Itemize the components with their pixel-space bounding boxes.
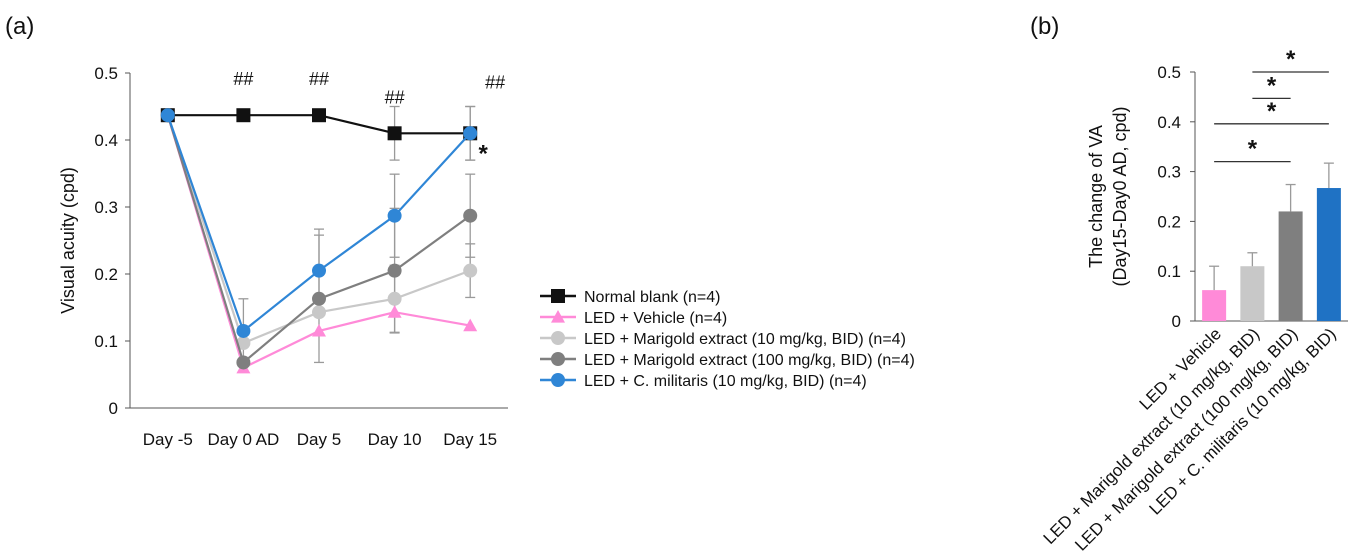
y-tick-label: 0.2: [94, 265, 118, 284]
series-point: [236, 108, 251, 123]
series-point: [312, 291, 326, 306]
series-point: [236, 323, 251, 338]
series-point: [463, 208, 478, 223]
series-point: [312, 305, 326, 320]
x-tick-label: Day -5: [143, 430, 193, 449]
significance-star: *: [1248, 136, 1258, 163]
y-axis-title: Visual acuity (cpd): [58, 167, 78, 314]
series-point: [387, 305, 402, 318]
x-tick-label: Day 15: [443, 430, 497, 449]
legend-marker: [551, 352, 565, 366]
y-tick-label: 0: [109, 399, 118, 418]
series-point: [236, 355, 251, 370]
legend: Normal blank (n=4) LED + Vehicle (n=4) LED…: [540, 289, 915, 390]
series-point: [387, 291, 402, 306]
significance-mark: ##: [485, 72, 505, 92]
series-point: [312, 263, 326, 278]
x-tick-label: Day 0 AD: [207, 430, 279, 449]
significance-mark: ##: [233, 69, 253, 89]
y-axis-title: The change of VA: [1086, 125, 1106, 268]
series-point: [463, 126, 478, 141]
bar: [1240, 266, 1265, 321]
series-point: [387, 263, 402, 278]
legend-marker: [551, 331, 565, 345]
significance-star: *: [1267, 72, 1277, 99]
y-tick-label: 0.4: [1157, 113, 1181, 132]
series-point: [463, 318, 478, 332]
y-tick-label: 0: [1172, 312, 1181, 331]
x-tick-label: Day 10: [368, 430, 422, 449]
legend-label: LED + Marigold extract (100 mg/kg, BID) …: [584, 352, 915, 369]
x-tick-label: Day 5: [297, 430, 341, 449]
significance-mark: ##: [309, 69, 329, 89]
y-tick-label: 0.3: [94, 198, 118, 217]
panel-a-label: (a): [5, 13, 34, 40]
series-point: [312, 323, 326, 337]
series-point: [387, 208, 402, 223]
bar-chart: 0 0.1 0.2 0.3 0.4 0.5 The change of VA (Day15-D…: [1040, 46, 1348, 552]
panel-b-label: (b): [1030, 13, 1059, 40]
series-point: [312, 108, 326, 123]
series-point: [463, 263, 478, 278]
legend-label: LED + C. militaris (10 mg/kg, BID) (n=4): [584, 373, 867, 390]
legend-marker: [551, 310, 565, 323]
y-tick-label: 0.1: [94, 332, 118, 351]
y-tick-label: 0.5: [94, 64, 118, 83]
y-tick-label: 0.2: [1157, 212, 1181, 231]
significance-star: *: [1267, 98, 1277, 125]
y-axis-title-line2: (Day15-Day0 AD, cpd): [1110, 106, 1130, 286]
bar: [1202, 290, 1227, 321]
bar: [1278, 211, 1303, 321]
y-tick-label: 0.3: [1157, 163, 1181, 182]
significance-star: *: [1286, 46, 1296, 73]
line-chart: 0 0.1 0.2 0.3 0.4 0.5 Day -5 Day 0 AD Day 5 Day 1…: [58, 64, 508, 449]
significance-mark: ##: [385, 87, 405, 107]
legend-label: LED + Vehicle (n=4): [584, 310, 727, 327]
series-point: [160, 108, 175, 123]
legend-label: LED + Marigold extract (10 mg/kg, BID) (…: [584, 331, 906, 348]
y-tick-label: 0.1: [1157, 262, 1181, 281]
y-tick-label: 0.5: [1157, 63, 1181, 82]
legend-marker: [551, 289, 565, 303]
legend-label: Normal blank (n=4): [584, 289, 721, 306]
significance-star: *: [479, 140, 489, 167]
legend-marker: [551, 373, 565, 387]
series-point: [387, 126, 402, 141]
bar: [1316, 188, 1341, 321]
series-point: [236, 336, 251, 351]
y-tick-label: 0.4: [94, 131, 118, 150]
